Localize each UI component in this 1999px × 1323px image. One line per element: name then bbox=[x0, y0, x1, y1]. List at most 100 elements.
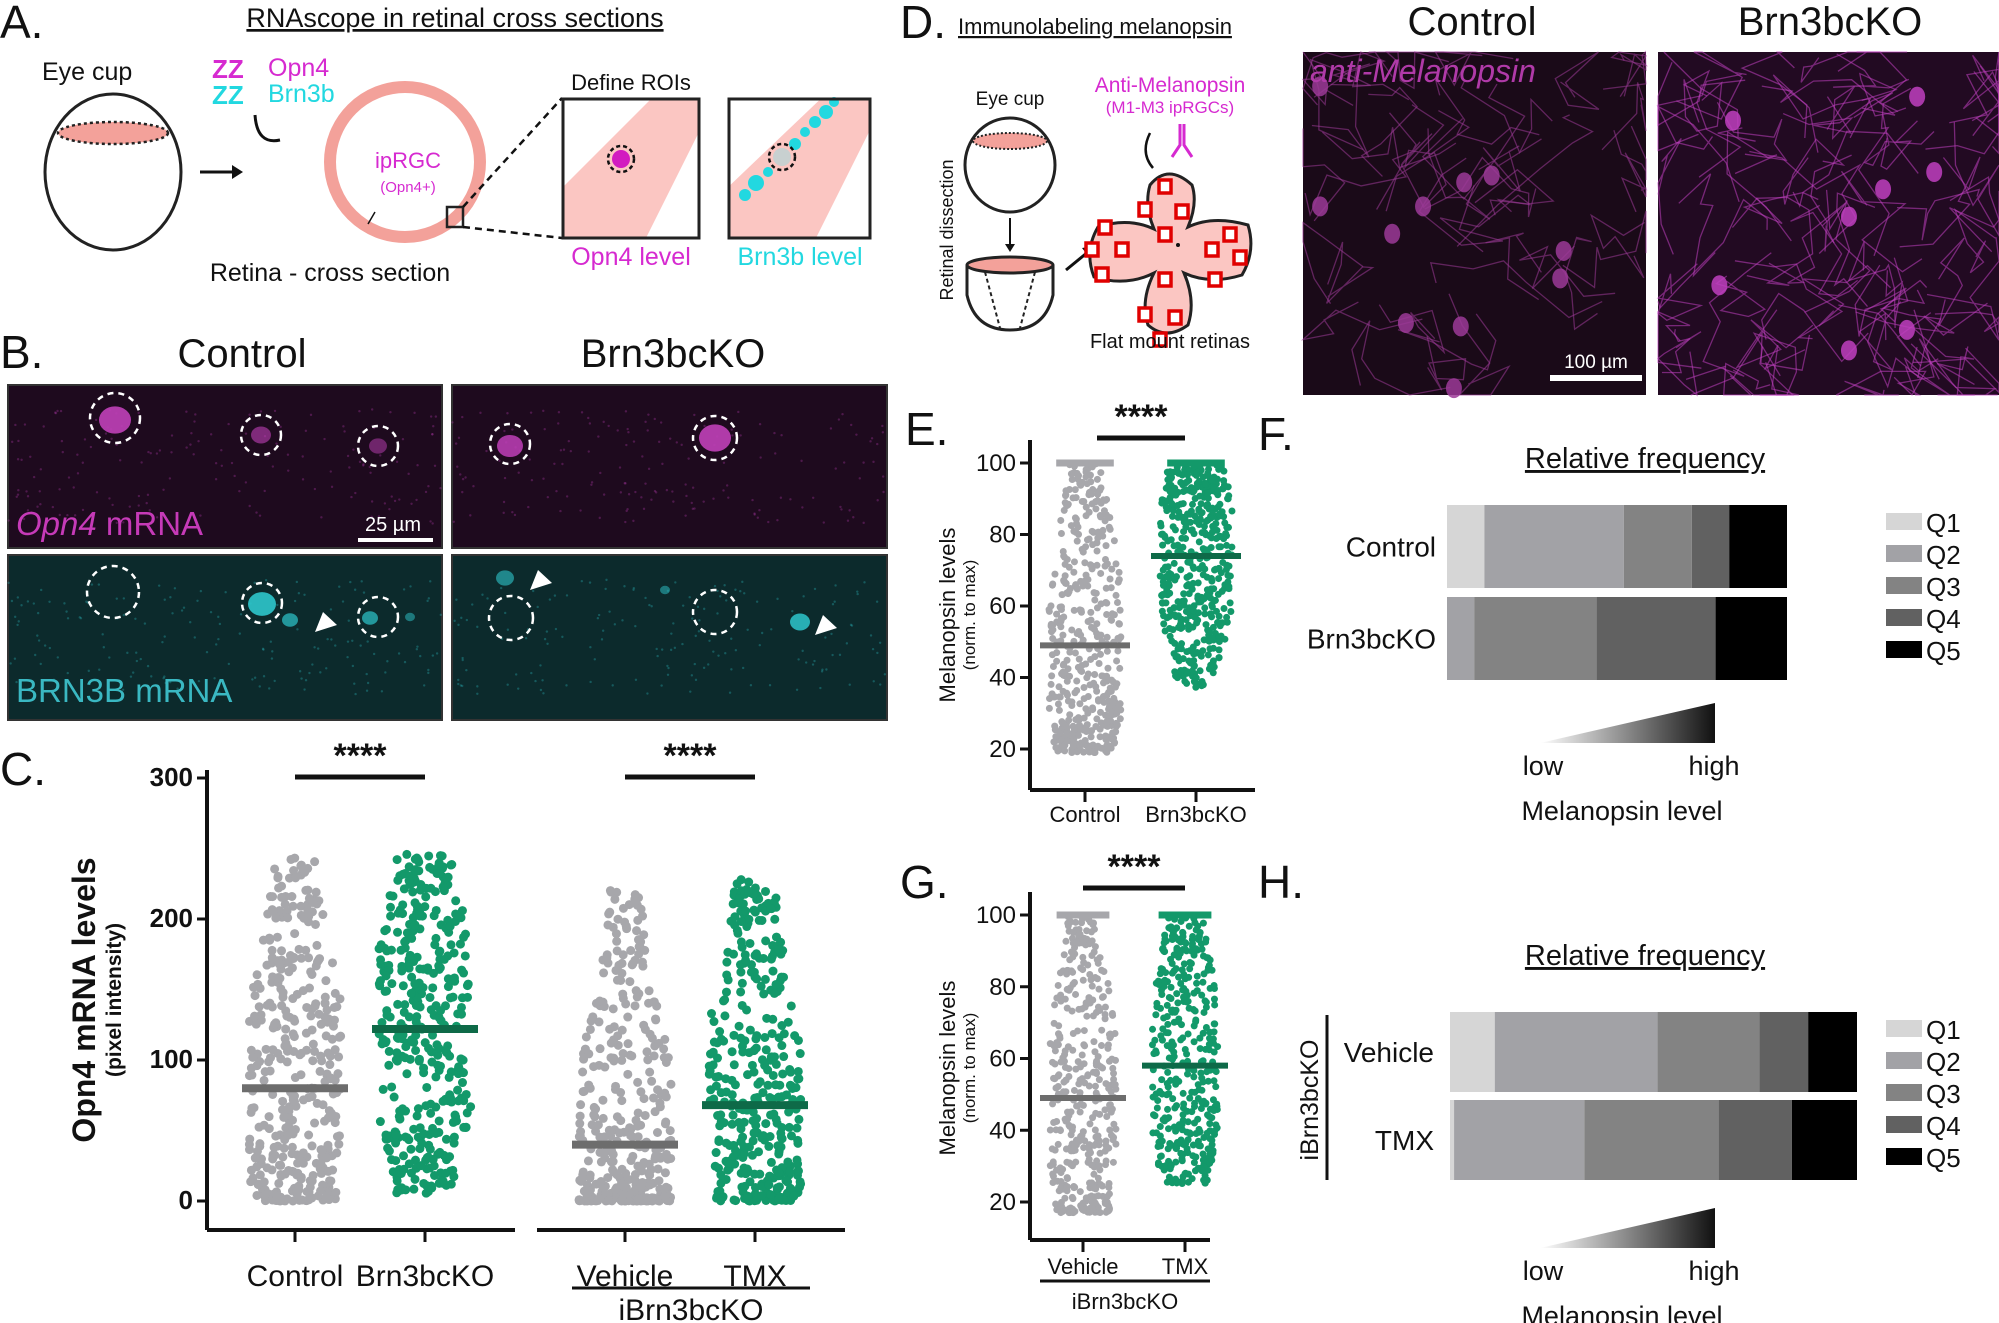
data-point bbox=[1085, 748, 1093, 756]
noise bbox=[672, 622, 675, 625]
data-point bbox=[1163, 468, 1171, 476]
neurite bbox=[1792, 130, 1919, 208]
noise bbox=[768, 684, 772, 687]
data-point bbox=[449, 973, 459, 983]
noise bbox=[696, 605, 700, 609]
data-point bbox=[298, 1095, 308, 1105]
noise bbox=[65, 610, 68, 613]
data-point bbox=[1106, 1101, 1114, 1109]
data-point bbox=[1198, 991, 1206, 999]
define-rois-label: Define ROIs bbox=[571, 70, 691, 95]
data-point bbox=[1091, 596, 1099, 604]
gradient-scale bbox=[1540, 703, 1715, 743]
y-tick-label: 100 bbox=[150, 1044, 193, 1074]
data-point bbox=[425, 992, 435, 1002]
data-point bbox=[1225, 583, 1233, 591]
noise bbox=[218, 691, 221, 694]
noise bbox=[712, 497, 715, 500]
noise bbox=[502, 511, 505, 515]
noise bbox=[644, 596, 647, 600]
data-point bbox=[1218, 587, 1226, 595]
data-point bbox=[608, 1004, 618, 1014]
data-point bbox=[1156, 1087, 1164, 1095]
data-point bbox=[244, 1139, 254, 1149]
column-title-ko: Brn3bcKO bbox=[1738, 0, 1923, 44]
rnascope-image bbox=[451, 384, 888, 549]
data-point bbox=[1155, 981, 1163, 989]
bar-segment-q4 bbox=[1596, 597, 1716, 680]
roi-square-icon bbox=[1157, 271, 1173, 288]
noise bbox=[712, 650, 715, 653]
data-point bbox=[1092, 1068, 1100, 1076]
data-point bbox=[723, 1165, 733, 1175]
data-point bbox=[270, 864, 280, 874]
data-point bbox=[385, 891, 395, 901]
x-tick-label-vehicle: Vehicle bbox=[1048, 1254, 1119, 1279]
data-point bbox=[1106, 1126, 1114, 1134]
noise bbox=[655, 647, 658, 651]
data-point bbox=[1052, 1200, 1060, 1208]
noise bbox=[43, 644, 47, 647]
data-point bbox=[584, 1049, 594, 1059]
data-point bbox=[1214, 486, 1222, 494]
data-point bbox=[748, 1116, 758, 1126]
data-point bbox=[589, 1110, 599, 1120]
noise bbox=[15, 680, 18, 684]
legend-swatch bbox=[1886, 577, 1922, 594]
data-point bbox=[1063, 737, 1071, 745]
data-point bbox=[412, 901, 422, 911]
scale-high-label: high bbox=[1688, 1256, 1739, 1286]
data-point bbox=[1159, 1025, 1167, 1033]
data-point bbox=[1158, 607, 1166, 615]
data-point bbox=[1181, 1046, 1189, 1054]
data-point bbox=[762, 1013, 772, 1023]
data-point bbox=[793, 1135, 803, 1145]
data-point bbox=[1176, 643, 1184, 651]
data-point bbox=[1086, 1179, 1094, 1187]
data-point bbox=[1075, 530, 1083, 538]
noise bbox=[608, 610, 611, 613]
neurite bbox=[1519, 245, 1616, 297]
cell-body bbox=[1452, 316, 1469, 337]
data-point bbox=[424, 851, 434, 861]
noise bbox=[22, 517, 26, 521]
group-label: iBrn3bcKO bbox=[618, 1294, 763, 1323]
noise bbox=[659, 421, 663, 424]
data-point bbox=[770, 1052, 780, 1062]
noise bbox=[511, 428, 514, 431]
data-point bbox=[1179, 986, 1187, 994]
noise bbox=[672, 500, 675, 503]
noise bbox=[569, 449, 573, 453]
data-point bbox=[1175, 973, 1183, 981]
data-point bbox=[1072, 494, 1080, 502]
noise bbox=[559, 509, 562, 513]
noise bbox=[702, 666, 706, 670]
data-point bbox=[1085, 1141, 1093, 1149]
arrow-icon bbox=[200, 165, 243, 179]
noise bbox=[262, 675, 266, 678]
noise bbox=[190, 513, 193, 517]
noise bbox=[848, 509, 851, 512]
data-point bbox=[781, 1176, 791, 1186]
data-point bbox=[406, 988, 416, 998]
data-point bbox=[1166, 487, 1174, 495]
data-point bbox=[1217, 569, 1225, 577]
noise bbox=[619, 491, 623, 494]
data-point bbox=[1090, 1170, 1098, 1178]
noise bbox=[605, 578, 608, 582]
noise bbox=[214, 461, 218, 465]
noise bbox=[681, 604, 685, 607]
neurite bbox=[1859, 72, 1907, 117]
data-point bbox=[314, 1009, 324, 1019]
noise bbox=[602, 420, 605, 424]
data-point bbox=[1153, 1129, 1161, 1137]
data-point bbox=[1111, 1080, 1119, 1088]
legend-label: Q3 bbox=[1926, 572, 1961, 602]
data-point bbox=[293, 1168, 303, 1178]
data-point bbox=[405, 950, 415, 960]
data-point bbox=[774, 1149, 784, 1159]
data-point bbox=[255, 1170, 265, 1180]
noise bbox=[476, 685, 479, 688]
data-point bbox=[706, 1085, 716, 1095]
data-point bbox=[246, 1063, 256, 1073]
